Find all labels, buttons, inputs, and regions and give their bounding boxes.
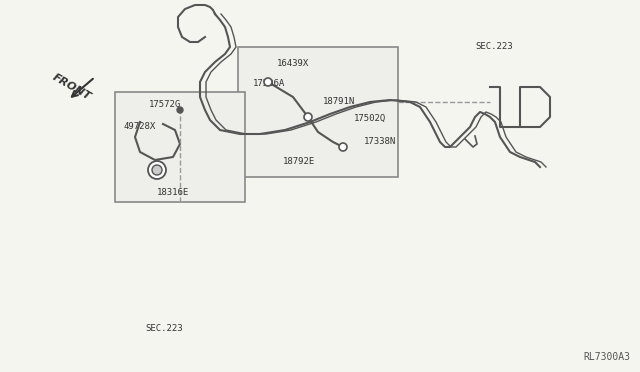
Text: 17572G: 17572G: [149, 100, 181, 109]
Circle shape: [177, 107, 183, 113]
Circle shape: [264, 78, 272, 86]
Circle shape: [148, 161, 166, 179]
Text: 18316E: 18316E: [157, 188, 189, 197]
Text: 17502Q: 17502Q: [354, 114, 386, 123]
Circle shape: [339, 143, 347, 151]
Text: 49728X: 49728X: [123, 122, 156, 131]
Text: SEC.223: SEC.223: [145, 324, 182, 333]
Text: 18792E: 18792E: [283, 157, 316, 166]
Text: FRONT: FRONT: [51, 72, 93, 102]
Text: 18791N: 18791N: [323, 97, 355, 106]
Text: 17506A: 17506A: [253, 79, 285, 88]
Text: RL7300A3: RL7300A3: [583, 352, 630, 362]
Text: SEC.223: SEC.223: [475, 42, 513, 51]
FancyBboxPatch shape: [115, 92, 245, 202]
Circle shape: [152, 165, 162, 175]
Text: 16439X: 16439X: [277, 59, 309, 68]
FancyBboxPatch shape: [238, 47, 398, 177]
Circle shape: [304, 113, 312, 121]
Text: 17338N: 17338N: [364, 137, 396, 146]
